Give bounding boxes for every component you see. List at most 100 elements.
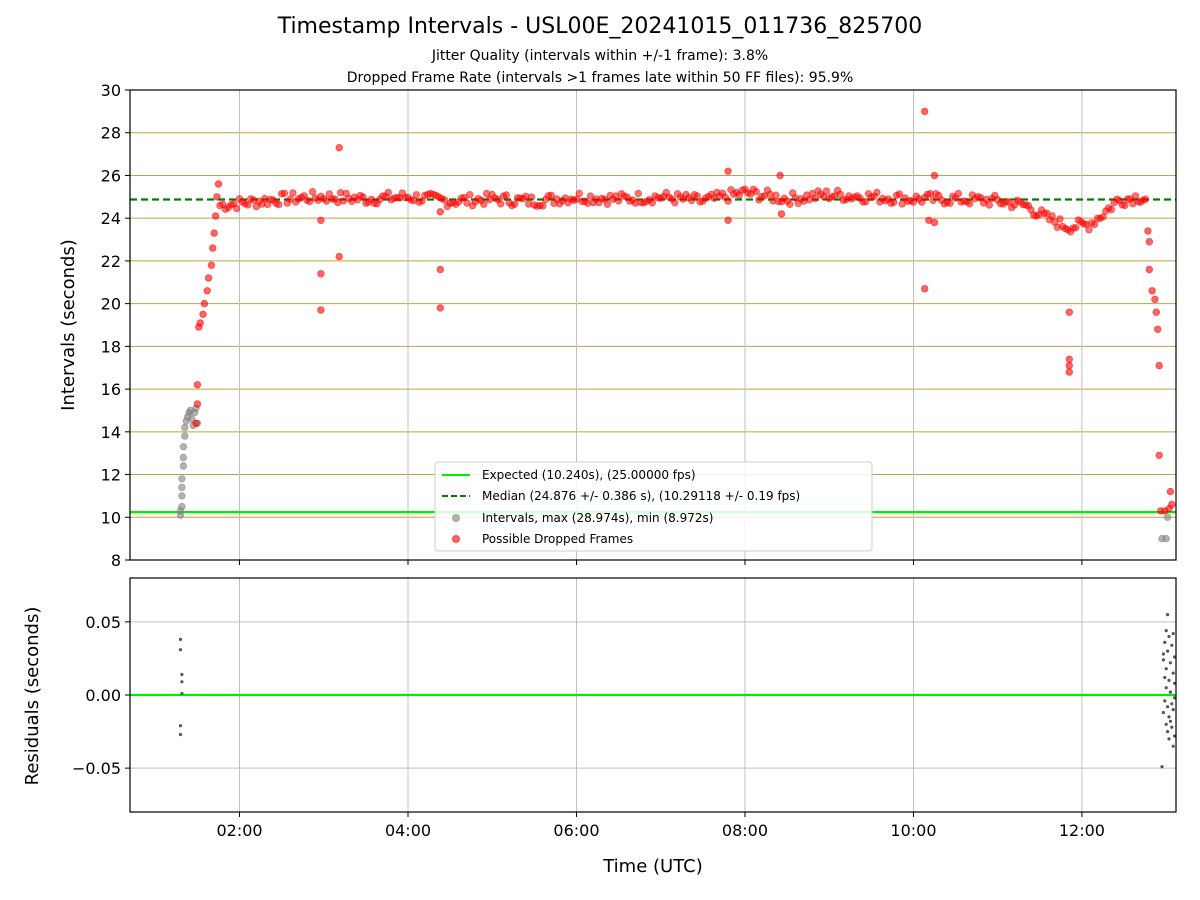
dropped-frame-point xyxy=(214,180,223,188)
dropped-frame-point xyxy=(308,187,317,196)
bottom-points xyxy=(178,613,1177,769)
residual-point xyxy=(1166,730,1170,734)
dropped-frame-point xyxy=(1065,355,1073,363)
top-ticks: 8 10 12 14 16 18 20 22 24 26 28 30 xyxy=(101,81,1083,570)
dropped-frame-point xyxy=(193,400,202,408)
x-tick-label: 12:00 xyxy=(1059,821,1105,840)
dropped-frame-point xyxy=(946,199,954,207)
dropped-frame-point xyxy=(1155,451,1163,459)
dropped-frame-point xyxy=(480,200,488,208)
residual-point xyxy=(1167,737,1171,741)
dropped-frame-point xyxy=(1090,220,1099,229)
dropped-frame-point xyxy=(575,189,583,198)
dropped-frame-point xyxy=(547,191,555,199)
top-y-tick-label: 22 xyxy=(101,252,121,271)
interval-point xyxy=(1162,534,1170,543)
dropped-frame-point xyxy=(1152,308,1160,316)
dropped-frame-point xyxy=(1048,212,1056,220)
x-tick-label: 06:00 xyxy=(553,821,599,840)
dropped-frame-point xyxy=(213,193,221,201)
top-y-tick-label: 12 xyxy=(101,466,121,485)
dropped-frame-point xyxy=(822,187,831,195)
dropped-frame-point xyxy=(196,319,204,327)
dropped-frame-point xyxy=(1168,500,1176,509)
dropped-frame-point xyxy=(648,199,656,207)
residual-point xyxy=(1161,652,1165,656)
residual-point xyxy=(1163,699,1167,703)
legend-dropped-swatch xyxy=(452,535,460,543)
top-y-tick-label: 26 xyxy=(101,166,121,185)
residual-point xyxy=(1170,643,1174,647)
residual-point xyxy=(178,637,183,642)
dropped-frame-point xyxy=(752,187,760,196)
x-axis-label: Time (UTC) xyxy=(602,856,703,877)
residual-point xyxy=(1171,744,1175,748)
dropped-frame-point xyxy=(603,200,612,208)
chart-subtitle-jitter: Jitter Quality (intervals within +/-1 fr… xyxy=(431,48,769,64)
dropped-frame-point xyxy=(210,229,218,237)
dropped-frame-point xyxy=(786,200,794,208)
dropped-frame-point xyxy=(199,310,207,318)
bottom-y-tick-label: 0.00 xyxy=(85,686,121,705)
interval-point xyxy=(179,453,188,462)
dropped-frame-point xyxy=(634,189,642,198)
bottom-y-tick-label: 0.05 xyxy=(85,613,121,632)
dropped-frame-point xyxy=(1056,215,1064,223)
dropped-frame-point xyxy=(192,419,200,427)
dropped-frame-point xyxy=(209,244,217,252)
dropped-frame-point xyxy=(1155,361,1163,370)
residual-point xyxy=(1160,765,1164,769)
top-y-tick-label: 18 xyxy=(101,337,121,356)
top-y-tick-label: 24 xyxy=(101,209,121,228)
dropped-frame-point xyxy=(289,189,297,197)
interval-point xyxy=(181,432,189,440)
dropped-frame-point xyxy=(965,199,974,208)
dropped-frame-point xyxy=(1099,213,1107,221)
dropped-frame-point xyxy=(1166,487,1175,496)
interval-point xyxy=(181,423,189,432)
dropped-frame-point xyxy=(335,252,343,261)
residual-point xyxy=(1164,722,1168,726)
interval-point xyxy=(178,502,186,511)
dropped-frame-point xyxy=(777,210,786,218)
dropped-frame-point xyxy=(724,167,732,175)
top-plot-frame xyxy=(129,89,1177,561)
dropped-frame-point xyxy=(317,306,325,314)
dropped-frame-point xyxy=(873,188,881,197)
residual-point xyxy=(1168,661,1172,665)
top-y-tick-label: 14 xyxy=(101,423,121,442)
dropped-frame-point xyxy=(466,190,474,199)
residual-point xyxy=(178,648,183,652)
dropped-frame-point xyxy=(1144,227,1152,235)
x-tick-label: 10:00 xyxy=(890,821,936,840)
bottom-y-axis-label: Residuals (seconds) xyxy=(22,607,43,786)
residual-point xyxy=(180,672,184,677)
residual-point xyxy=(1171,632,1175,636)
dropped-frame-point xyxy=(929,196,937,204)
dropped-frame-point xyxy=(930,218,939,227)
residual-point xyxy=(1171,671,1175,675)
residual-point xyxy=(1173,681,1177,685)
dropped-frame-point xyxy=(836,190,845,199)
dropped-frame-point xyxy=(211,212,220,220)
dropped-frame-point xyxy=(306,197,314,206)
residual-point xyxy=(1166,649,1170,653)
dropped-frame-point xyxy=(193,381,202,389)
residual-point xyxy=(1168,690,1172,694)
dropped-frame-point xyxy=(1145,237,1153,246)
dropped-frame-point xyxy=(1145,265,1153,274)
dropped-frame-point xyxy=(335,143,343,152)
dropped-frame-point xyxy=(1148,287,1156,295)
dropped-frame-point xyxy=(921,285,929,293)
legend-dropped-label: Possible Dropped Frames xyxy=(482,532,633,546)
dropped-frame-point xyxy=(1085,226,1093,234)
dropped-frame-point xyxy=(776,171,784,180)
top-points xyxy=(176,107,1176,543)
dropped-frame-point xyxy=(527,193,536,201)
residual-point xyxy=(178,732,183,737)
residual-point xyxy=(1173,734,1177,738)
top-y-tick-label: 16 xyxy=(101,380,121,399)
dropped-frame-point xyxy=(203,287,211,295)
dropped-frame-point xyxy=(511,200,519,208)
dropped-frame-point xyxy=(440,196,449,204)
